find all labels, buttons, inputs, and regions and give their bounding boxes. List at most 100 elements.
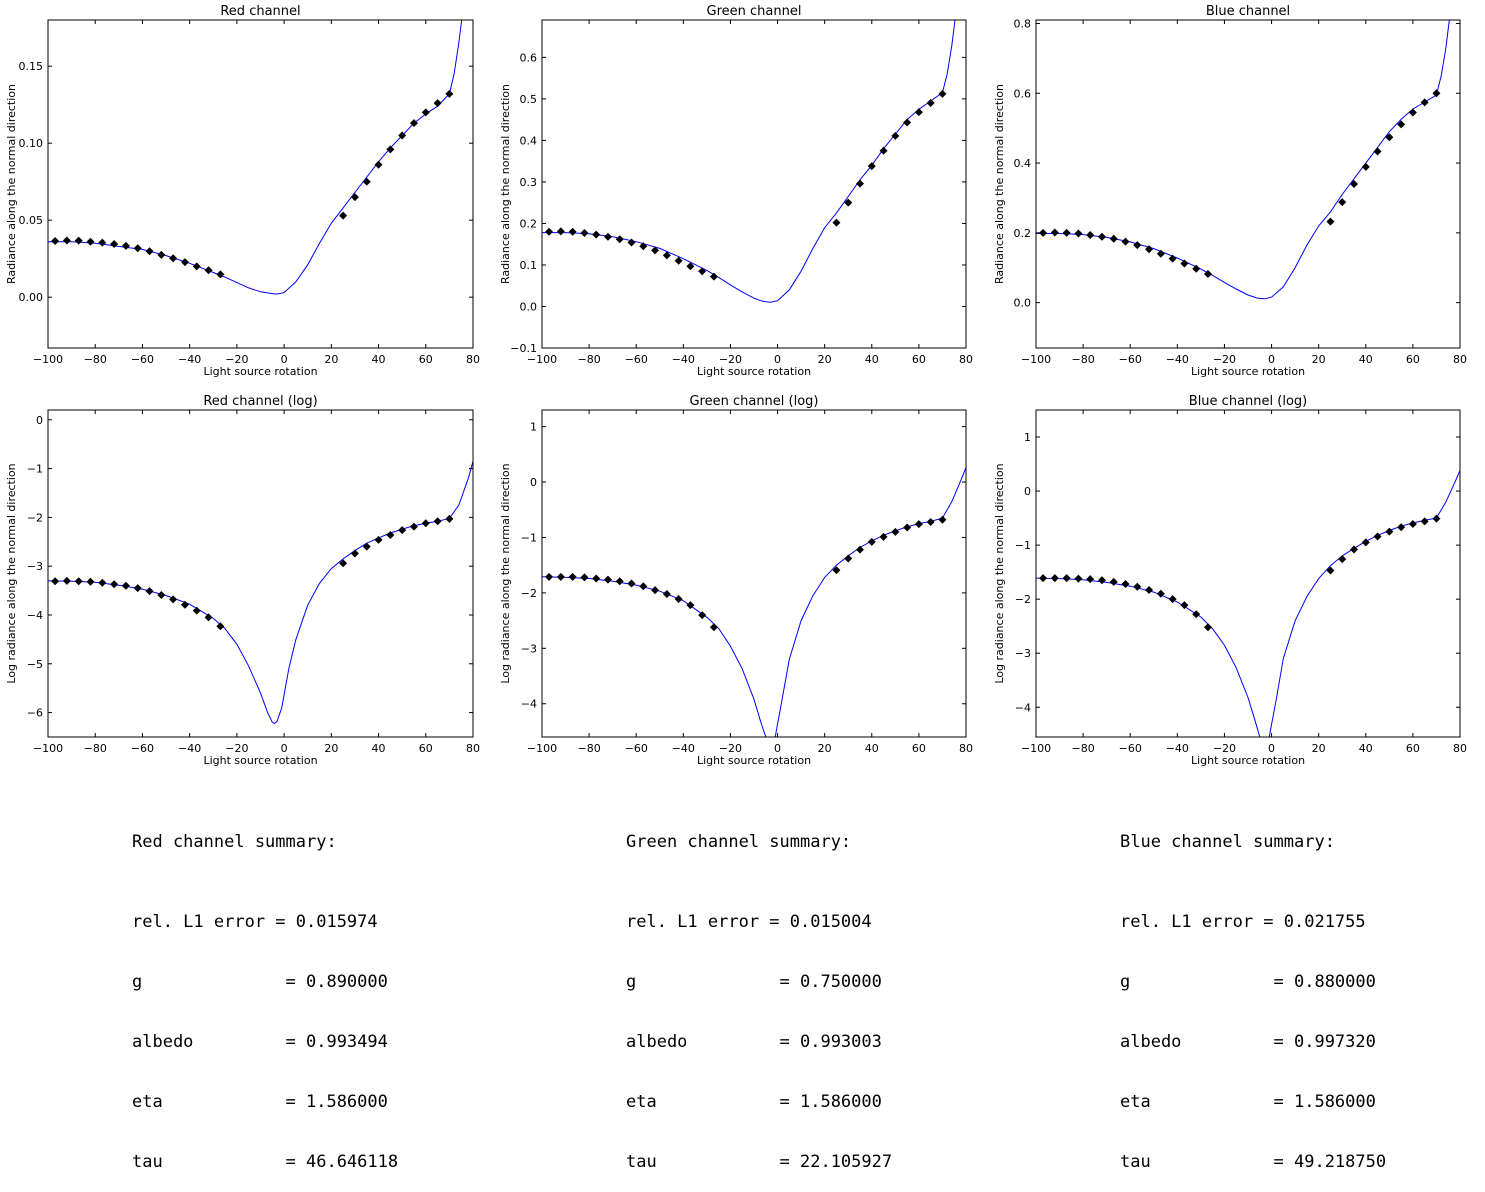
measured-point [1361, 538, 1370, 547]
x-tick-label: −80 [1072, 742, 1095, 755]
x-tick-label: 0 [1268, 742, 1275, 755]
x-tick-label: 20 [324, 353, 338, 366]
x-axis-label: Light source rotation [1191, 365, 1305, 378]
measured-point [914, 520, 923, 529]
chart-title: Red channel [220, 4, 300, 19]
x-tick-label: −40 [672, 353, 695, 366]
measured-point [169, 595, 178, 604]
y-tick-label: −4 [521, 698, 537, 711]
measured-point [926, 99, 935, 108]
y-tick-label: 0 [530, 476, 537, 489]
x-tick-label: −60 [131, 353, 154, 366]
y-tick-label: 0.4 [520, 134, 538, 147]
x-axis-label: Light source rotation [203, 754, 317, 767]
y-tick-label: 0.4 [1014, 157, 1032, 170]
measured-point [639, 242, 648, 251]
x-tick-label: −20 [1213, 742, 1236, 755]
measured-point [1361, 162, 1370, 171]
y-tick-label: 0.00 [19, 291, 44, 304]
chart-title: Green channel (log) [689, 394, 818, 409]
summary-row-eta: eta = 1.586000 [1120, 1092, 1376, 1112]
measured-point [145, 587, 154, 596]
x-tick-label: −20 [719, 742, 742, 755]
x-tick-label: −60 [131, 742, 154, 755]
measured-point [867, 537, 876, 546]
measured-point [603, 575, 612, 584]
measured-point [1156, 249, 1165, 258]
measured-point [421, 519, 430, 528]
measured-point [1050, 228, 1059, 237]
y-tick-label: −3 [27, 560, 43, 573]
fit-curve [1036, 470, 1460, 737]
plot-frame [47, 409, 474, 738]
measured-point [350, 549, 359, 558]
measured-point [592, 230, 601, 239]
summary-row-error: rel. L1 error = 0.015004 [626, 912, 872, 932]
y-tick-label: 0 [1024, 485, 1031, 498]
plot-frame [1035, 409, 1461, 738]
y-tick-label: −1 [521, 531, 537, 544]
measured-point [1145, 245, 1154, 254]
measured-point [1326, 566, 1335, 575]
measured-point [157, 590, 166, 599]
y-tick-label: 0.2 [1014, 227, 1032, 240]
plot-frame [541, 409, 967, 738]
measured-point [1039, 574, 1048, 583]
measured-point [51, 236, 60, 245]
x-tick-label: 60 [1406, 742, 1420, 755]
y-tick-label: −4 [27, 609, 43, 622]
measured-point [157, 250, 166, 259]
x-tick-label: −80 [84, 353, 107, 366]
x-tick-label: −100 [527, 742, 557, 755]
measured-point [98, 238, 107, 247]
measured-point [914, 108, 923, 117]
measured-point [938, 515, 947, 524]
x-tick-label: −100 [1021, 742, 1051, 755]
x-tick-label: 20 [818, 742, 832, 755]
y-axis-label: Log radiance along the normal direction [993, 463, 1006, 683]
summary-row-eta: eta = 1.586000 [132, 1092, 388, 1112]
x-tick-label: 0 [774, 742, 781, 755]
measured-point [1397, 120, 1406, 129]
x-axis-label: Light source rotation [1191, 754, 1305, 767]
x-tick-label: 40 [1359, 353, 1373, 366]
measured-point [339, 559, 348, 568]
measured-point [1180, 601, 1189, 610]
y-tick-label: 0.15 [19, 60, 44, 73]
measured-point [133, 584, 142, 593]
measured-point [1338, 198, 1347, 207]
measured-point [568, 227, 577, 236]
measured-point [409, 119, 418, 128]
measured-point [627, 579, 636, 588]
measured-point [362, 542, 371, 551]
summary-title: Green channel summary: [626, 832, 852, 852]
measured-point [86, 577, 95, 586]
measured-point [1109, 234, 1118, 243]
y-tick-label: −4 [1015, 701, 1031, 714]
x-tick-label: −20 [719, 353, 742, 366]
y-axis-label: Radiance along the normal direction [993, 84, 1006, 284]
summary-row-error: rel. L1 error = 0.015974 [132, 912, 378, 932]
measured-point [709, 623, 718, 632]
chart-title: Green channel [707, 4, 802, 19]
x-tick-label: −60 [1119, 353, 1142, 366]
y-tick-label: −5 [27, 658, 43, 671]
measured-point [1326, 217, 1335, 226]
y-tick-label: 0.10 [19, 137, 44, 150]
x-tick-label: 20 [818, 353, 832, 366]
measured-point [1385, 527, 1394, 536]
measured-point [1420, 517, 1429, 526]
plot-frame [1035, 19, 1461, 349]
summary-row-tau: tau = 22.105927 [626, 1152, 893, 1172]
measured-point [832, 218, 841, 227]
measured-point [639, 582, 648, 591]
x-tick-label: 20 [324, 742, 338, 755]
x-tick-label: 40 [1359, 742, 1373, 755]
y-tick-label: −2 [521, 587, 537, 600]
x-tick-label: −80 [84, 742, 107, 755]
measured-point [110, 240, 119, 249]
x-tick-label: −60 [625, 742, 648, 755]
green-channel-summary: Green channel summary: rel. L1 error = 0… [626, 792, 892, 1192]
x-tick-label: −20 [225, 353, 248, 366]
y-tick-label: 0.8 [1014, 17, 1032, 30]
